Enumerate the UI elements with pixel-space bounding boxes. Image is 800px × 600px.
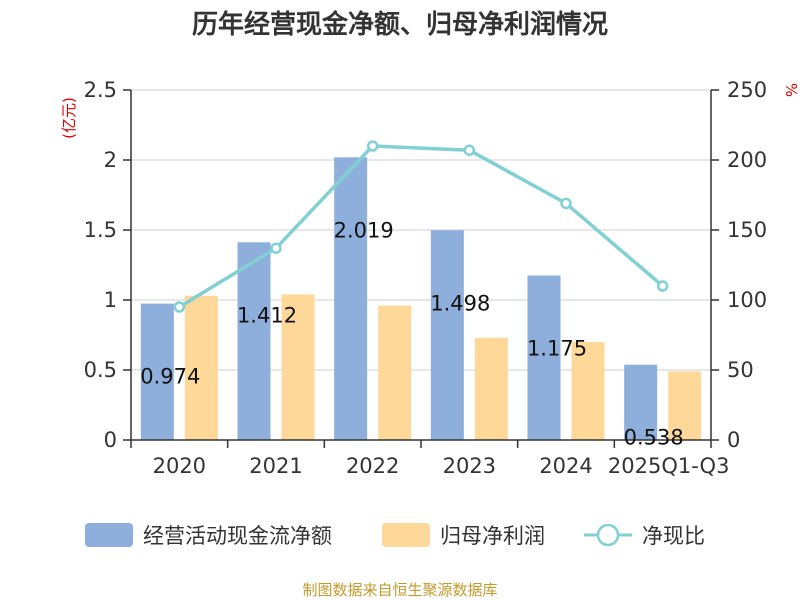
legend-swatch-operating-cash-flow [85,523,133,547]
net-cash-ratio-point [463,144,476,156]
legend-label-net-profit: 归母净利润 [440,524,545,548]
bar-net-profit [474,337,508,440]
right-axis-unit: % [782,83,800,97]
axes-group: 0 0.5 1 1.5 2 2.5 0 50 100 150 200 250 2020 2021 2022 2… [84,78,768,478]
bar-net-profit [184,295,218,440]
x-axis-category-label: 2021 [249,454,302,478]
x-axis-category-label: 2022 [346,454,399,478]
legend: 经营活动现金流净额 归母净利润 净现比 [85,523,705,548]
net-cash-ratio-line [178,144,664,309]
left-axis-tick-label: 1 [104,288,117,312]
net-cash-ratio-point [560,197,572,210]
x-axis-category-label: 2025Q1-Q3 [608,454,730,478]
data-labels-group: 0.974 1.412 2.019 1.498 1.175 0.538 [140,218,683,449]
source-note: 制图数据来自恒生聚源数据库 [302,581,497,599]
bar-operating-cash-flow [140,303,174,440]
bar-operating-cash-flow [527,275,561,440]
bars-group [140,157,702,440]
bar-net-profit [668,371,702,440]
bar-operating-cash-flow [237,242,271,440]
legend-label-operating-cash-flow: 经营活动现金流净额 [143,524,332,548]
data-label: 1.175 [527,337,587,361]
data-label: 1.498 [430,291,490,315]
legend-swatch-net-profit [382,523,430,547]
data-label: 2.019 [334,218,394,242]
left-axis-tick-label: 0.5 [84,358,117,382]
bar-operating-cash-flow [334,157,368,440]
right-axis-tick-label: 0 [727,428,740,452]
net-cash-ratio-point [656,280,669,292]
x-axis-category-label: 2023 [443,454,496,478]
right-axis-tick-label: 250 [727,78,767,102]
data-label: 0.538 [624,426,684,450]
net-cash-ratio-point [366,140,379,152]
line-group [173,140,669,313]
net-cash-ratio-point [173,301,186,313]
net-cash-ratio-point [270,242,282,254]
grid-lines [131,89,711,371]
left-axis-tick-label: 2.5 [84,78,117,102]
right-axis-tick-label: 150 [727,218,767,242]
data-label: 1.412 [237,303,297,327]
legend-swatch-marker [596,523,620,547]
left-axis-tick-label: 1.5 [84,218,117,242]
x-axis-category-label: 2020 [153,454,206,478]
bar-operating-cash-flow [430,230,464,440]
right-axis-tick-label: 100 [727,288,767,312]
bar-net-profit [571,342,605,440]
data-label: 0.974 [140,365,200,389]
bar-net-profit [378,305,412,440]
bar-net-profit [281,294,315,440]
x-axis-category-label: 2024 [539,454,592,478]
right-axis-tick-label: 50 [727,358,754,382]
left-axis-tick-label: 0 [104,428,117,452]
left-axis-unit: (亿元) [60,97,78,139]
chart-title: 历年经营现金净额、归母净利润情况 [192,9,608,40]
legend-label-net-cash-ratio: 净现比 [642,524,705,548]
right-axis-tick-label: 200 [727,148,767,172]
bar-operating-cash-flow [624,364,658,440]
left-axis-tick-label: 2 [104,148,117,172]
